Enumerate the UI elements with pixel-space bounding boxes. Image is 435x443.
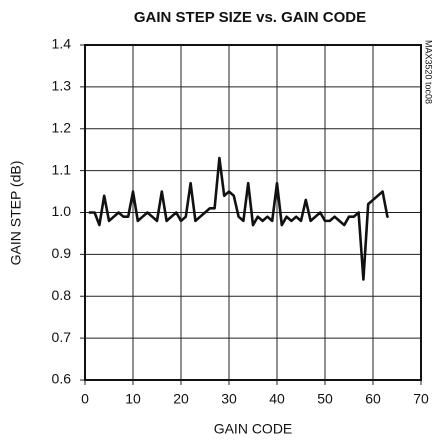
y-tick-label: 0.7	[52, 329, 72, 345]
data-line	[88, 156, 389, 281]
x-tick-label: 20	[173, 391, 189, 407]
side-note: MAX3520 toc08	[424, 40, 434, 104]
x-tick-label: 0	[81, 391, 89, 407]
y-tick-label: 1.2	[52, 119, 72, 135]
y-axis-label: GAIN STEP (dB)	[8, 161, 24, 266]
x-tick-label: 70	[413, 391, 429, 407]
y-tick-label: 0.9	[52, 245, 72, 261]
y-tick-label: 1.4	[52, 36, 72, 52]
y-tick-label: 1.0	[52, 203, 72, 219]
y-tick-label: 0.6	[52, 371, 72, 387]
x-tick-label: 60	[365, 391, 381, 407]
x-axis-label: GAIN CODE	[214, 421, 293, 437]
y-tick-label: 1.3	[52, 78, 72, 94]
x-tick-label: 50	[317, 391, 333, 407]
plot-frame	[84, 44, 422, 381]
x-tick-label: 40	[269, 391, 285, 407]
chart-title: GAIN STEP SIZE vs. GAIN CODE	[134, 9, 366, 26]
x-tick-label: 10	[125, 391, 141, 407]
x-tick-label: 30	[221, 391, 237, 407]
y-tick-label: 1.1	[52, 161, 72, 177]
y-tick-label: 0.8	[52, 287, 72, 303]
